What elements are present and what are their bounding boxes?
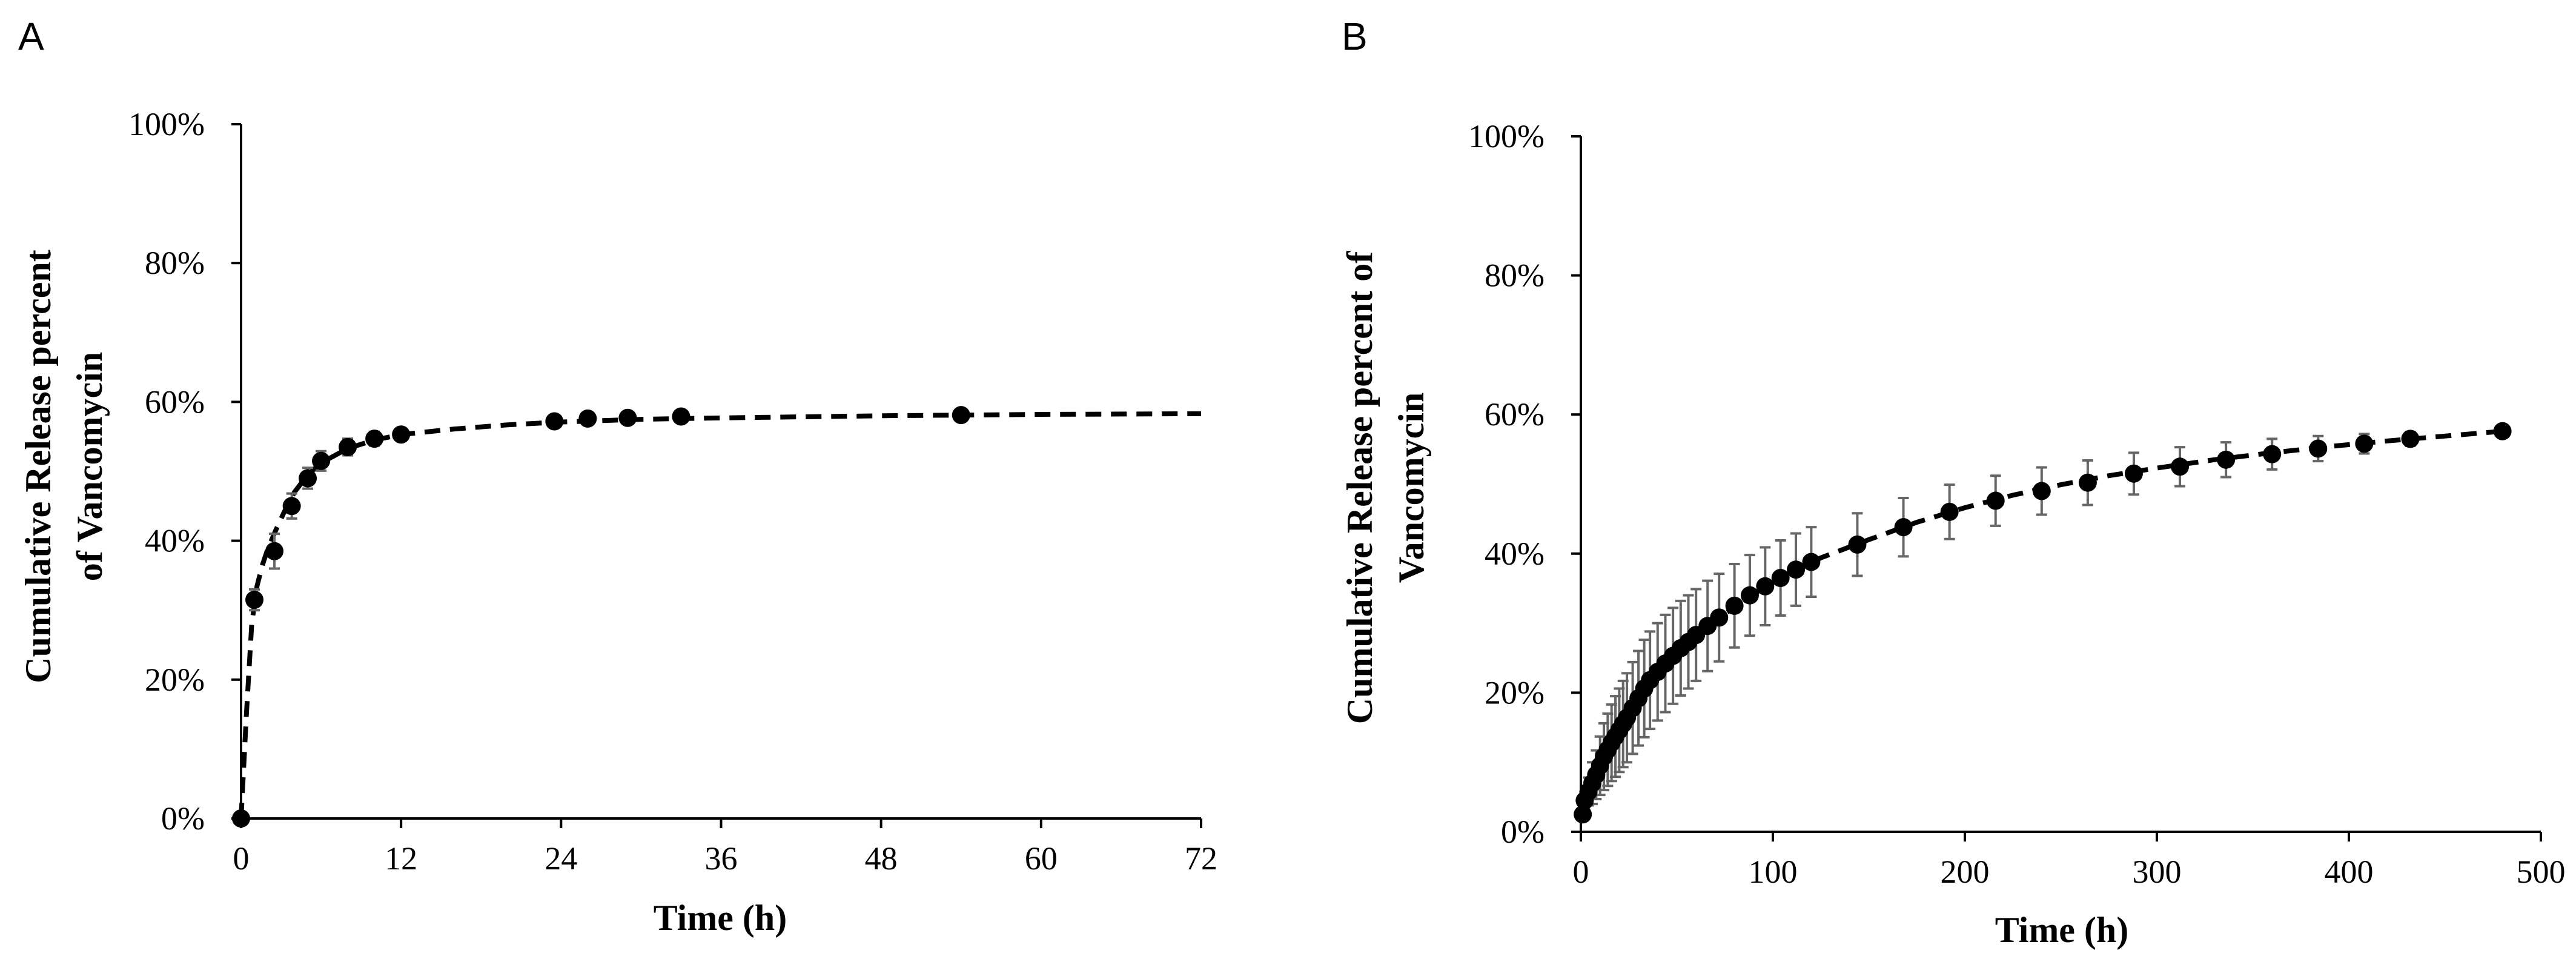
panel-b-data-point: [2355, 434, 2374, 453]
panel-a-x-tick-label: 12: [385, 840, 417, 877]
panel-a-data-point: [232, 809, 250, 828]
panel-a-x-tick-label: 48: [865, 840, 898, 877]
panel-a-data-point: [312, 451, 331, 470]
panel-a-data-point: [545, 412, 564, 431]
panel-b-axes: 0% 20% 40% 60% 80% 100% 0 100 200 300 400 500: [1468, 118, 2565, 890]
panel-a-data-point: [672, 407, 690, 426]
panel-a-y-tick-label: 40%: [145, 523, 205, 559]
panel-a-label: A: [18, 15, 44, 58]
panel-b-data-point: [2078, 473, 2097, 492]
panel-b-x-tick-label: 400: [2325, 854, 2374, 890]
panel-a-error-bars: [249, 409, 967, 612]
panel-b-x-tick-label: 100: [1749, 854, 1798, 890]
panel-a-data-point: [339, 437, 357, 456]
panel-b-y-tick-label: 60%: [1485, 396, 1545, 433]
panel-a-x-tick-label: 72: [1185, 840, 1217, 877]
panel-b-y-tick-label: 0%: [1501, 814, 1545, 850]
panel-a-y-tick-label: 80%: [145, 245, 205, 281]
panel-a-data-points: [232, 406, 970, 828]
panel-b-data-point: [1940, 502, 1959, 521]
panel-a-y-tick-label: 100%: [128, 106, 205, 142]
panel-b-error-bars: [1577, 424, 2508, 822]
panel-b-data-point: [1710, 608, 1729, 627]
panel-b-data-point: [2309, 439, 2328, 458]
panel-b-data-point: [1894, 518, 1913, 537]
panel-a-data-point: [578, 409, 597, 428]
panel-b-data-point: [2124, 464, 2143, 483]
panel-a-axes: 0% 20% 40% 60% 80% 100% 0 12 24 36 48 60 72: [128, 106, 1217, 877]
panel-a-y-tick-label: 0%: [161, 800, 205, 837]
panel-b-data-point: [1574, 805, 1592, 824]
panel-b-data-point: [1787, 560, 1806, 579]
panel-b-data-point: [1725, 596, 1744, 615]
panel-a-y-tick-label: 60%: [145, 383, 205, 420]
panel-b-x-tick-label: 200: [1941, 854, 1990, 890]
panel-b-data-point: [2217, 450, 2236, 469]
panel-b-y-axis-title-line1: Cumulative Release percent of: [1340, 251, 1380, 724]
panel-a-y-axis-title-line2: of Vancomycin: [70, 352, 110, 581]
panel-b: B 0% 20% 40% 60% 80% 100% 0 100 200 300 400 500 Tim…: [1340, 15, 2566, 950]
panel-b-x-axis-title: Time (h): [1995, 910, 2129, 950]
panel-a-data-point: [952, 406, 970, 425]
panel-b-x-tick-label: 0: [1573, 854, 1589, 890]
panel-b-y-tick-label: 100%: [1468, 118, 1545, 154]
panel-a: A 0% 20% 40% 60% 80% 100% 0 12 24 36 48 60 72 Time (…: [18, 15, 1217, 938]
panel-b-data-point: [1740, 586, 1759, 605]
panel-a-x-axis-title: Time (h): [654, 898, 787, 938]
panel-b-data-points: [1574, 422, 2512, 824]
panel-a-y-tick-label: 20%: [145, 662, 205, 698]
panel-a-x-tick-label: 24: [545, 840, 577, 877]
panel-b-data-point: [1848, 535, 1867, 554]
panel-b-y-tick-label: 20%: [1485, 674, 1545, 711]
panel-a-data-point: [618, 408, 637, 427]
panel-a-x-tick-label: 0: [233, 840, 250, 877]
panel-b-data-point: [1756, 577, 1775, 596]
panel-b-label: B: [1342, 15, 1368, 58]
panel-a-data-point: [392, 425, 411, 444]
panel-a-x-tick-label: 36: [705, 840, 738, 877]
panel-b-data-point: [1802, 553, 1821, 571]
panel-b-x-tick-label: 300: [2133, 854, 2182, 890]
panel-a-data-point: [299, 469, 317, 488]
panel-a-fit-line-group: [239, 411, 1202, 819]
panel-b-data-point: [2171, 457, 2190, 476]
panel-b-data-point: [2493, 422, 2512, 440]
panel-b-data-point: [2032, 482, 2051, 500]
panel-a-data-point: [265, 542, 284, 560]
panel-a-data-point: [282, 497, 301, 516]
panel-b-data-point: [2401, 430, 2420, 448]
panel-a-fit-line: [239, 411, 1202, 819]
panel-b-y-tick-label: 80%: [1485, 257, 1545, 294]
panel-a-data-point: [245, 591, 264, 609]
panel-b-data-point: [1771, 568, 1790, 587]
panel-b-y-tick-label: 40%: [1485, 536, 1545, 572]
panel-b-x-tick-label: 500: [2517, 854, 2566, 890]
panel-b-y-axis-title-line2: Vancomycin: [1391, 393, 1431, 583]
panel-b-data-point: [2263, 445, 2282, 463]
panel-a-y-axis-title-line1: Cumulative Release percent: [18, 250, 58, 683]
panel-a-data-point: [365, 430, 384, 448]
panel-b-data-point: [1986, 491, 2005, 510]
panel-a-x-tick-label: 60: [1025, 840, 1058, 877]
